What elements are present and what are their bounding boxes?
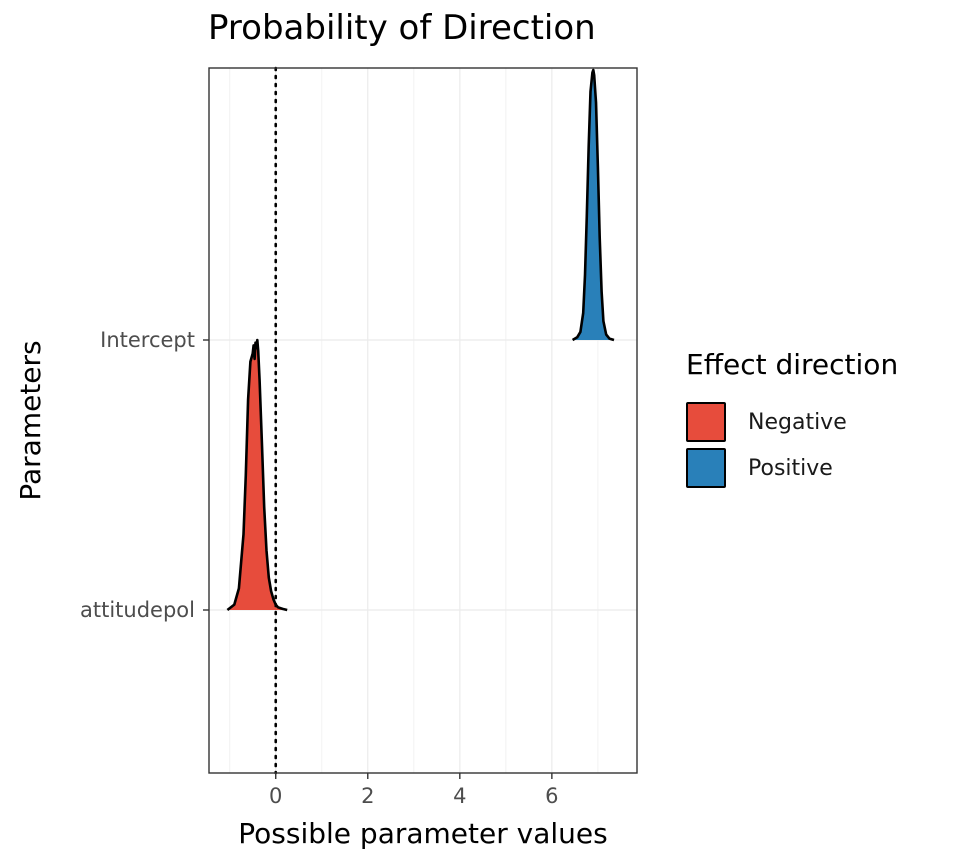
density-fill-attitudepol: [227, 340, 288, 610]
legend-key-negative: [686, 402, 726, 442]
y-tick-label: attitudepol: [80, 598, 195, 622]
density-outline-intercept: [571, 68, 615, 342]
plot-panel: [209, 68, 637, 773]
legend-label-positive: Positive: [748, 455, 833, 481]
x-tick-label: 0: [269, 784, 282, 808]
legend-label-negative: Negative: [748, 409, 847, 435]
density-fill-intercept: [572, 70, 614, 340]
legend-key-positive: [686, 448, 726, 488]
legend-item-positive: Positive: [686, 445, 898, 491]
x-tick-label: 4: [453, 784, 466, 808]
density-outline-attitudepol: [226, 338, 288, 612]
y-axis-title: Parameters: [14, 340, 47, 500]
x-tick-label: 2: [361, 784, 374, 808]
legend-item-negative: Negative: [686, 399, 898, 445]
x-axis-title: Possible parameter values: [238, 817, 607, 850]
y-tick-label: Intercept: [100, 328, 195, 352]
x-tick-label: 6: [545, 784, 558, 808]
legend: Effect direction Negative Positive: [686, 348, 898, 491]
legend-title: Effect direction: [686, 348, 899, 381]
chart-title: Probability of Direction: [208, 8, 596, 48]
panel-border: [208, 67, 638, 774]
